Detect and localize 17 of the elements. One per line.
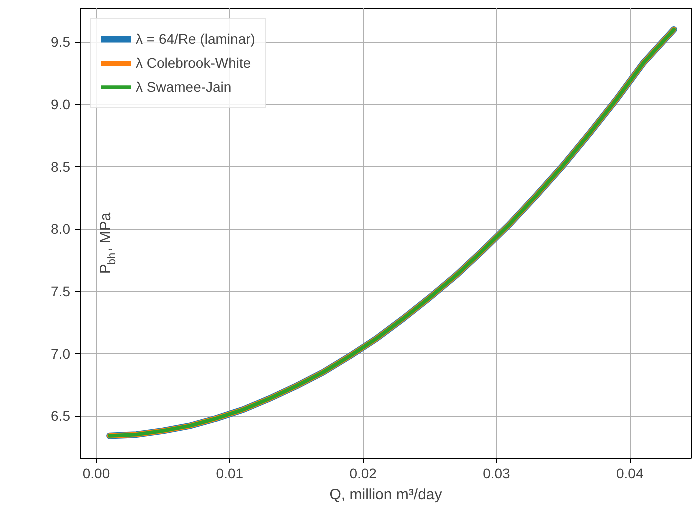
legend-label: λ Colebrook-White: [136, 55, 252, 71]
y-tick-label: 7.5: [51, 283, 71, 300]
x-tick-label: 0.02: [350, 466, 378, 482]
y-axis-title: Pbh, MPa: [98, 212, 118, 274]
y-tick-label: 9.5: [51, 34, 71, 50]
x-tick-label: 0.00: [82, 466, 110, 482]
x-tick-label: 0.04: [616, 466, 644, 482]
y-tick-label: 9.0: [51, 96, 71, 112]
y-tick-label: 8.5: [51, 158, 71, 175]
legend-label: λ = 64/Re (laminar): [136, 31, 256, 47]
y-tick-label: 8.0: [51, 221, 71, 238]
x-tick-label: 0.01: [216, 466, 244, 482]
y-tick-label: 7.0: [51, 346, 71, 362]
y-tick-label: 6.5: [51, 408, 71, 424]
x-axis-title: Q, million m³/day: [330, 486, 443, 504]
x-tick-label: 0.03: [483, 466, 511, 482]
legend-label: λ Swamee-Jain: [136, 79, 232, 95]
